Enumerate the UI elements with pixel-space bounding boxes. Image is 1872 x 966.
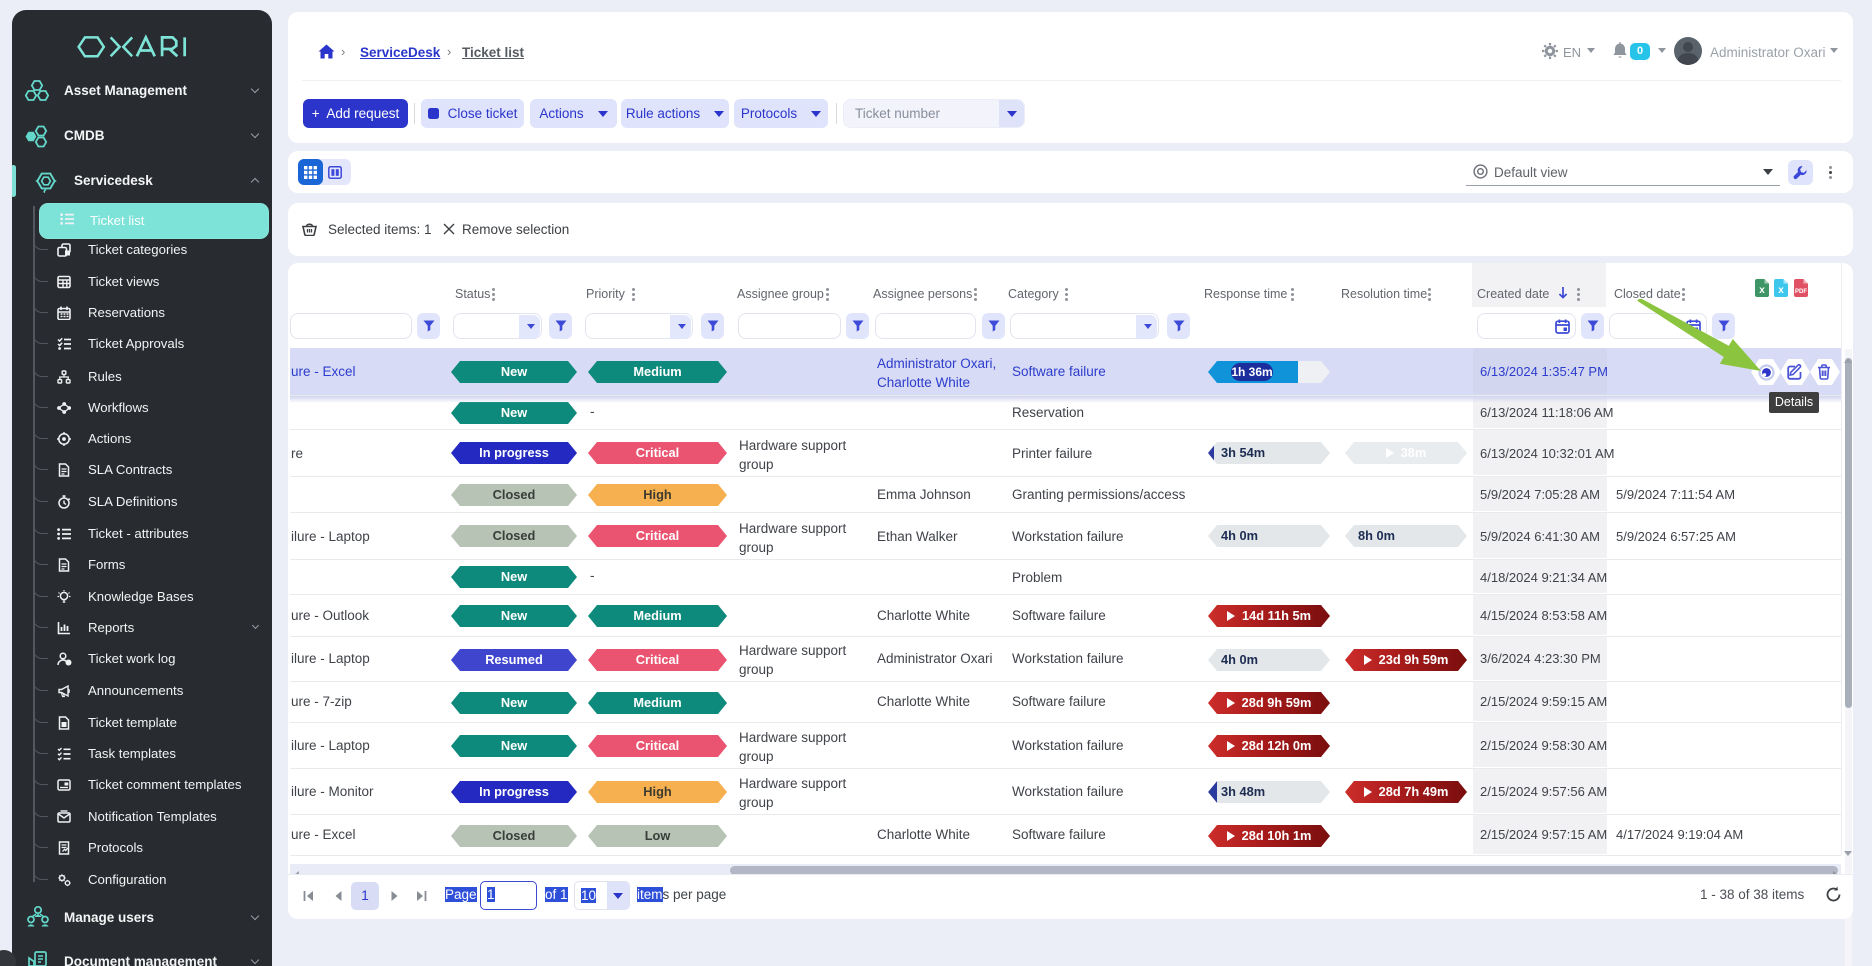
svg-text:PDF: PDF: [1795, 289, 1807, 295]
svg-text:x: x: [1778, 285, 1784, 296]
svg-text:x: x: [1759, 285, 1765, 296]
